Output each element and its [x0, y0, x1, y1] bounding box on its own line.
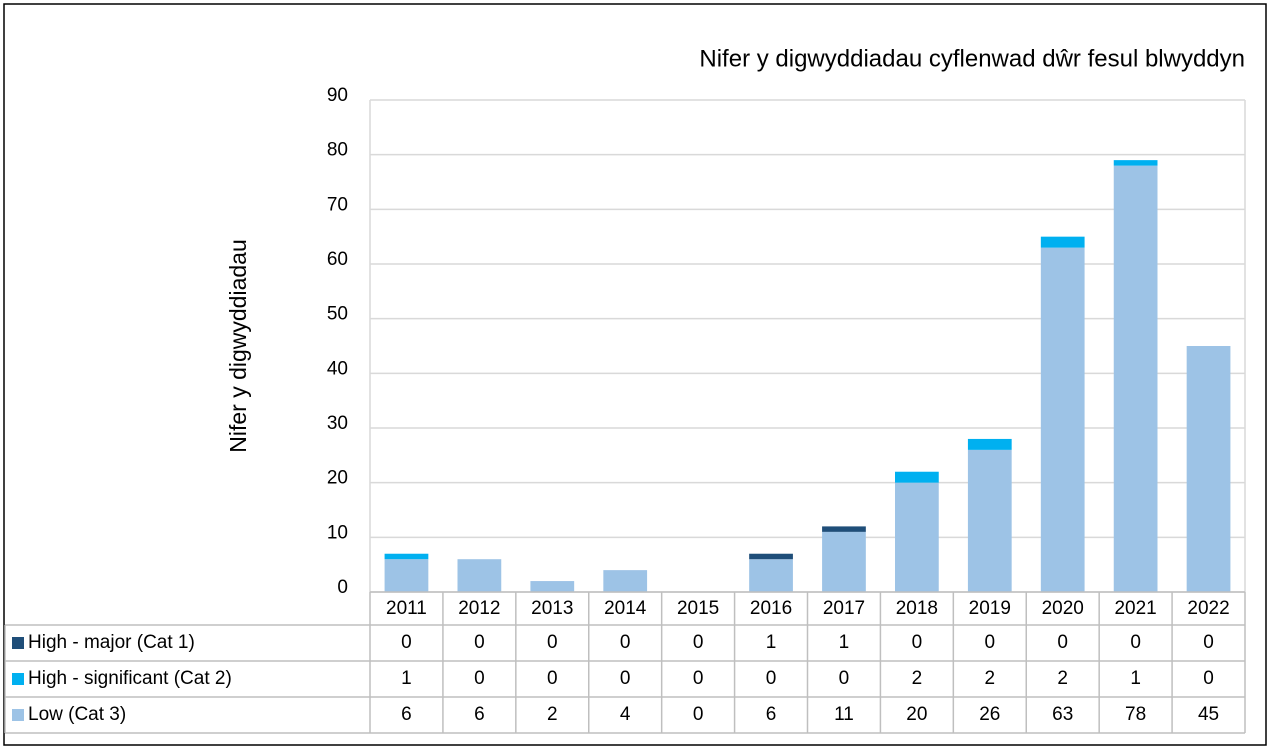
table-value: 0: [474, 668, 485, 689]
table-value: 0: [693, 632, 704, 653]
table-value: 0: [985, 632, 996, 653]
y-tick-label: 0: [337, 577, 348, 598]
bar-segment: [967, 438, 1012, 450]
bar-segment: [1040, 236, 1085, 248]
y-tick-label: 20: [327, 468, 348, 489]
table-value: 0: [620, 632, 631, 653]
x-tick-label: 2019: [969, 598, 1011, 619]
x-tick-label: 2015: [677, 598, 719, 619]
table-value: 1: [401, 668, 412, 689]
table-value: 11: [834, 704, 854, 725]
bar-segment: [384, 559, 429, 592]
table-value: 78: [1125, 704, 1146, 725]
x-tick-label: 2017: [823, 598, 865, 619]
bar-segment: [895, 471, 939, 483]
table-value: 2: [985, 668, 996, 689]
table-value: 0: [912, 632, 923, 653]
table-value: 0: [547, 668, 558, 689]
x-tick-label: 2022: [1187, 598, 1229, 619]
table-value: 6: [766, 704, 777, 725]
x-tick-label: 2020: [1042, 598, 1084, 619]
table-value: 0: [693, 704, 704, 725]
legend-label: Low (Cat 3): [28, 704, 126, 725]
bar-segment: [530, 581, 575, 592]
table-value: 2: [912, 668, 923, 689]
bar-segment: [1113, 160, 1158, 166]
table-value: 4: [620, 704, 631, 725]
table-value: 6: [401, 704, 412, 725]
table-value: 1: [1130, 668, 1141, 689]
bar-segment: [749, 559, 793, 592]
bar-segment: [967, 449, 1012, 592]
y-axis-label: Nifer y digwyddiadau: [225, 239, 251, 453]
table-value: 0: [1130, 632, 1141, 653]
x-tick-label: 2011: [386, 598, 427, 619]
bar-segment: [822, 526, 866, 532]
y-tick-label: 60: [327, 249, 348, 270]
bar-segment: [1113, 165, 1158, 592]
table-value: 1: [766, 632, 777, 653]
y-tick-label: 90: [327, 85, 348, 106]
bar-segment: [1040, 247, 1085, 592]
table-value: 0: [620, 668, 631, 689]
table-value: 1: [839, 632, 850, 653]
table-value: 20: [906, 704, 927, 725]
table-value: 0: [693, 668, 704, 689]
table-value: 2: [547, 704, 558, 725]
legend-label: High - major (Cat 1): [28, 632, 195, 653]
legend-label: High - significant (Cat 2): [28, 668, 232, 689]
table-value: 0: [1057, 632, 1068, 653]
legend-key: [12, 637, 24, 649]
bar-segment: [1186, 346, 1231, 592]
legend-key: [12, 673, 24, 685]
x-tick-label: 2018: [896, 598, 938, 619]
bar-segment: [384, 553, 429, 560]
y-tick-label: 80: [327, 140, 348, 161]
table-value: 0: [766, 668, 777, 689]
table-value: 0: [839, 668, 850, 689]
table-value: 0: [1203, 668, 1214, 689]
bar-segment: [822, 531, 866, 592]
legend-key: [12, 709, 24, 721]
y-tick-label: 10: [327, 522, 348, 543]
table-value: 63: [1052, 704, 1073, 725]
y-tick-label: 70: [327, 194, 348, 215]
chart-title: Nifer y digwyddiadau cyflenwad dŵr fesul…: [699, 45, 1245, 72]
table-value: 45: [1198, 704, 1219, 725]
y-tick-label: 30: [327, 413, 348, 434]
table-value: 0: [474, 632, 485, 653]
table-value: 2: [1057, 668, 1068, 689]
bar-segment: [895, 482, 939, 592]
x-tick-label: 2012: [458, 598, 500, 619]
table-value: 0: [1203, 632, 1214, 653]
table-value: 6: [474, 704, 485, 725]
x-tick-label: 2021: [1114, 598, 1156, 619]
y-tick-label: 40: [327, 358, 348, 379]
x-tick-label: 2016: [750, 598, 792, 619]
bar-segment: [457, 559, 502, 592]
x-tick-label: 2013: [531, 598, 573, 619]
bar-segment: [603, 570, 648, 592]
table-value: 26: [979, 704, 1000, 725]
table-value: 0: [401, 632, 412, 653]
table-value: 0: [547, 632, 558, 653]
x-tick-label: 2014: [604, 598, 647, 619]
y-tick-label: 50: [327, 304, 348, 325]
bar-segment: [749, 553, 793, 560]
